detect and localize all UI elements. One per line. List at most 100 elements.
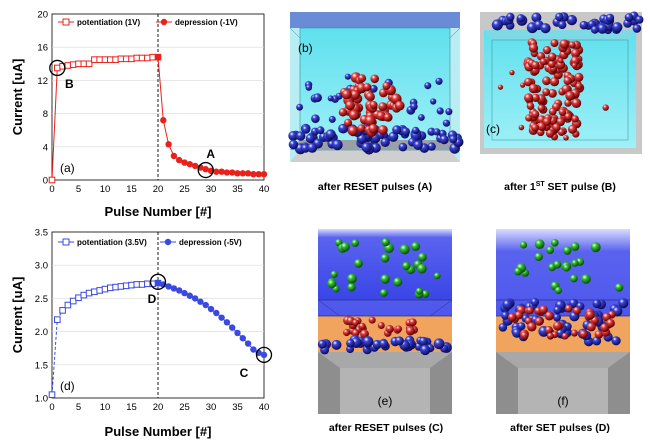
data-point (244, 170, 252, 177)
data-point (234, 329, 241, 337)
atom-sphere (395, 336, 404, 346)
atom-sphere (296, 131, 306, 141)
x-tick-label: 15 (126, 402, 137, 413)
y-tick-label: 16 (37, 43, 48, 54)
data-point (85, 289, 93, 297)
atom-sphere (345, 100, 355, 111)
legend-a: potentiation (1V) depression (-1V) (58, 18, 238, 27)
atom-sphere (330, 270, 338, 278)
atom-sphere (564, 112, 572, 121)
atom-sphere (552, 123, 561, 132)
atom-sphere (597, 23, 608, 34)
y-tick-label: 1.5 (35, 360, 48, 371)
atom-sphere (498, 323, 508, 332)
annotation-circle (49, 59, 66, 77)
data-point (250, 346, 257, 353)
data-point (80, 291, 88, 299)
atom-sphere (540, 23, 551, 34)
atom-sphere (380, 289, 388, 297)
atom-sphere (557, 128, 566, 136)
data-point (186, 161, 193, 168)
x-tick-label: 30 (206, 402, 217, 413)
data-point (69, 61, 77, 68)
data-point (69, 297, 77, 305)
data-point (154, 53, 162, 61)
atom-sphere (506, 12, 515, 22)
atom-sphere (427, 142, 436, 151)
annotation-circle (149, 273, 167, 290)
atom-sphere (566, 14, 577, 26)
atom-sphere (581, 274, 591, 284)
atom-sphere (590, 242, 601, 253)
series-line-potentiation (51, 282, 159, 395)
atom-sphere (542, 46, 552, 55)
atom-sphere (399, 244, 410, 255)
atom-sphere (526, 306, 534, 315)
atom-sphere (347, 125, 359, 137)
atom-sphere (624, 13, 634, 22)
data-point (213, 309, 220, 317)
atom-sphere (614, 283, 624, 292)
atom-sphere (553, 321, 563, 331)
atom-sphere (534, 317, 544, 326)
x-tick-label: 35 (232, 184, 243, 195)
data-point (64, 301, 72, 309)
atom-sphere (421, 290, 430, 298)
atom-sphere (520, 331, 529, 340)
atom-sphere (525, 114, 533, 122)
data-point (107, 56, 114, 63)
data-point (202, 166, 209, 173)
atom-sphere (402, 261, 411, 271)
x-tick-label: 25 (179, 402, 190, 413)
atom-sphere (570, 329, 578, 337)
data-point (170, 152, 178, 160)
data-point (128, 55, 135, 63)
atom-sphere (561, 332, 569, 340)
atom-sphere (605, 13, 615, 23)
data-point (197, 298, 204, 305)
atom-sphere (572, 306, 581, 315)
atom-sphere (316, 126, 325, 135)
atom-sphere (555, 12, 564, 22)
atom-sphere (518, 124, 525, 131)
x-tick-label: 5 (76, 184, 81, 195)
data-point (101, 285, 109, 293)
legend-d: potentiation (3.5V) depression (-5V) (58, 238, 242, 247)
atom-sphere (415, 287, 423, 295)
atom-sphere (528, 83, 539, 94)
atom-sphere (410, 102, 418, 111)
data-point (48, 176, 56, 184)
data-point (138, 281, 146, 288)
atom-sphere (542, 117, 552, 126)
atom-sphere (365, 92, 375, 102)
data-point (122, 55, 130, 63)
atom-sphere (380, 274, 390, 284)
atom-sphere (549, 77, 560, 87)
annotation-label: B (65, 77, 74, 91)
data-point (239, 335, 246, 342)
atom-sphere (350, 90, 360, 100)
data-point (112, 56, 119, 63)
legend-marker-potentiation-a (62, 18, 70, 26)
atom-sphere (571, 48, 581, 58)
data-point (117, 283, 125, 290)
atom-sphere (553, 306, 562, 315)
atom-sphere (559, 39, 569, 49)
atom-sphere (512, 328, 522, 338)
annotation-circle (197, 161, 214, 179)
atom-sphere (534, 239, 545, 249)
data-point (91, 288, 98, 296)
atom-sphere (369, 101, 378, 109)
atom-sphere (392, 125, 402, 135)
atom-sphere (411, 241, 421, 251)
atom-sphere (305, 84, 312, 91)
atom-sphere (612, 22, 623, 33)
atom-sphere (433, 128, 441, 136)
atom-sphere (401, 127, 411, 136)
series-a (48, 53, 268, 184)
atom-sphere (411, 126, 420, 135)
atom-sphere (376, 111, 386, 121)
atom-sphere (546, 246, 554, 255)
atom-sphere (436, 107, 444, 115)
